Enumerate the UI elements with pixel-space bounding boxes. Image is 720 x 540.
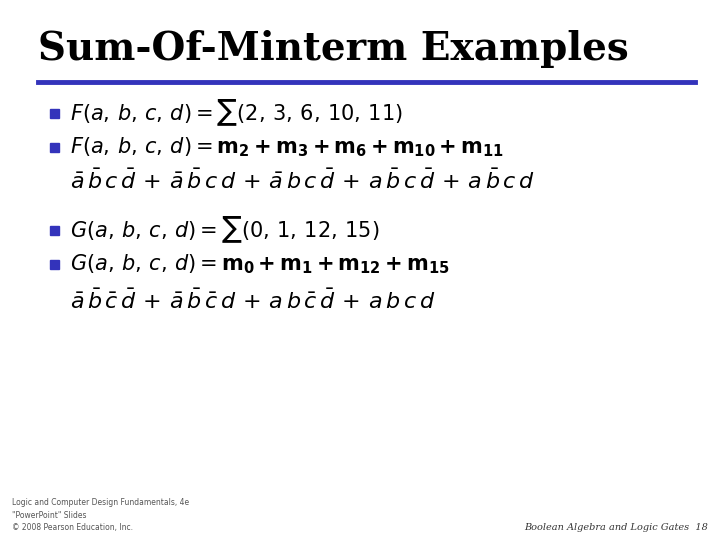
Bar xyxy=(50,226,59,234)
Bar xyxy=(50,109,59,118)
Text: $\mathit{G}(\mathit{a},\, \mathit{b},\, \mathit{c},\, \mathit{d}) = \mathbf{m_0 : $\mathit{G}(\mathit{a},\, \mathit{b},\, … xyxy=(70,252,450,276)
Text: $\bar{a}\,\bar{b}\,\bar{c}\,\bar{d}$$\,+\,\bar{a}\,\bar{b}\,\bar{c}\,d$$\,+\,a\,: $\bar{a}\,\bar{b}\,\bar{c}\,\bar{d}$$\,+… xyxy=(70,290,436,314)
Text: Logic and Computer Design Fundamentals, 4e
"PowerPoint" Slides
© 2008 Pearson Ed: Logic and Computer Design Fundamentals, … xyxy=(12,498,189,532)
Text: Sum-Of-Minterm Examples: Sum-Of-Minterm Examples xyxy=(38,30,629,68)
Text: $\mathit{F}(\mathit{a},\, \mathit{b},\, \mathit{c},\, \mathit{d}) = \mathbf{m_2 : $\mathit{F}(\mathit{a},\, \mathit{b},\, … xyxy=(70,135,504,159)
Text: $\bar{a}\,\bar{b}\,c\,\bar{d}$$\,+\,\bar{a}\,\bar{b}\,c\,d$$\,+\,\bar{a}\,b\,c\,: $\bar{a}\,\bar{b}\,c\,\bar{d}$$\,+\,\bar… xyxy=(70,170,535,194)
Text: Boolean Algebra and Logic Gates  18: Boolean Algebra and Logic Gates 18 xyxy=(524,523,708,532)
Bar xyxy=(50,260,59,268)
Text: $\mathit{G}(\mathit{a},\, \mathit{b},\, \mathit{c},\, \mathit{d}) = \sum(0,\, 1,: $\mathit{G}(\mathit{a},\, \mathit{b},\, … xyxy=(70,215,379,245)
Text: $\mathit{F}(\mathit{a},\, \mathit{b},\, \mathit{c},\, \mathit{d}) = \sum(2,\, 3,: $\mathit{F}(\mathit{a},\, \mathit{b},\, … xyxy=(70,98,402,129)
Bar xyxy=(50,143,59,152)
